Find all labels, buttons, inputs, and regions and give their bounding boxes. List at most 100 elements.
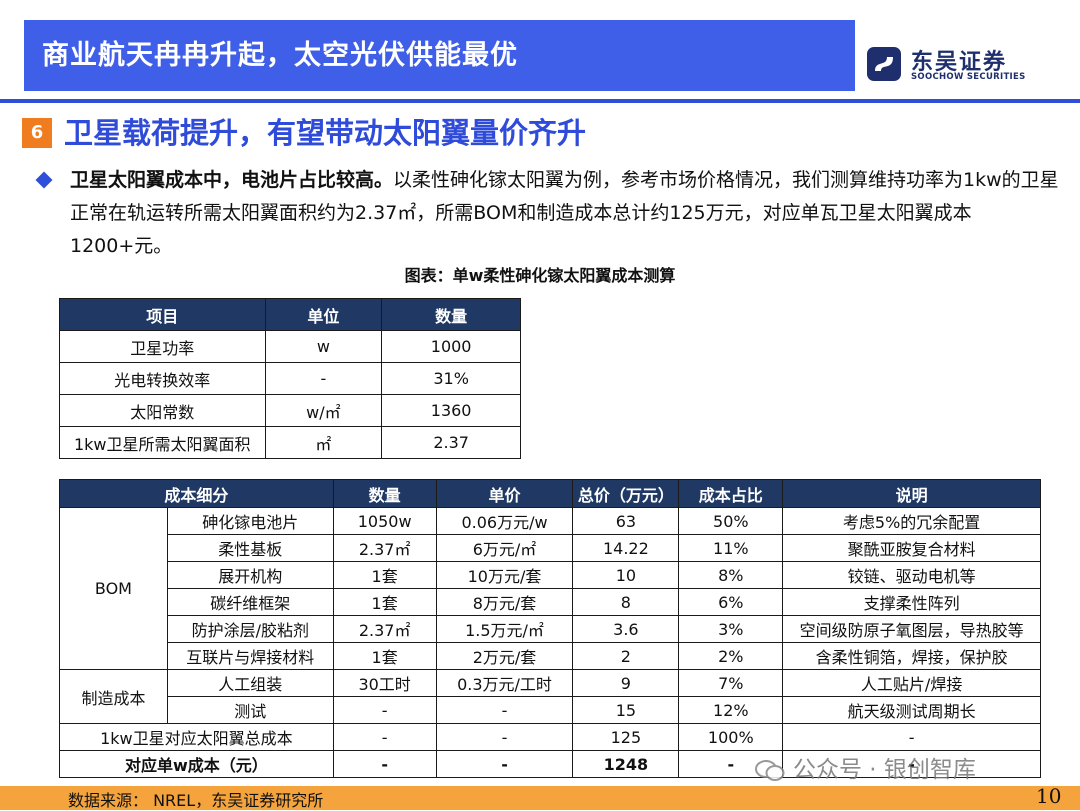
table-cell: 100%: [678, 723, 784, 751]
table-cell: 铰链、驱动电机等: [782, 561, 1041, 589]
page-number: 10: [1036, 784, 1062, 808]
logo-text-cn: 东吴证券: [911, 50, 1008, 75]
table-cell: 太阳常数: [59, 394, 266, 427]
table-cell: 光电转换效率: [59, 362, 266, 395]
table-cell: 2.37㎡: [332, 534, 437, 562]
header-cell: 数量: [381, 298, 521, 331]
header-cell: 单价: [435, 479, 574, 508]
page-title: 商业航天冉冉升起，太空光伏供能最优: [42, 40, 518, 71]
table-cell: 1kw卫星对应太阳翼总成本: [59, 723, 334, 751]
table-cell: 人工组装: [166, 669, 334, 697]
table-cell: 11%: [678, 534, 784, 562]
logo-text-en: SOOCHOW SECURITIES: [911, 72, 1026, 82]
header-cell: 说明: [782, 479, 1041, 508]
table-cell: 对应单w成本（元）: [59, 750, 334, 778]
table-cell: 砷化镓电池片: [166, 507, 334, 535]
table-cell: -: [782, 750, 1041, 778]
table-cell: 1.5万元/㎡: [435, 615, 574, 643]
table-cell: 2.37㎡: [332, 615, 437, 643]
header-cell: 数量: [332, 479, 437, 508]
footer-bar: [0, 786, 1080, 810]
table-cell: 测试: [166, 696, 334, 724]
table-cell: 31%: [381, 362, 521, 395]
table-cell: -: [264, 362, 383, 395]
unit-cost-row: 对应单w成本（元） - - 1248 - -: [59, 750, 1041, 778]
table-cell: 3%: [678, 615, 784, 643]
table-cell: 6%: [678, 588, 784, 616]
table-cell: 50%: [678, 507, 784, 535]
table-cell: 1248: [572, 750, 680, 778]
table-cell: 8: [572, 588, 680, 616]
table-row: 柔性基板 2.37㎡ 6万元/㎡ 14.22 11% 聚酰亚胺复合材料: [60, 534, 1041, 562]
table-row: 互联片与焊接材料 1套 2万元/套 2 2% 含柔性铜箔，焊接，保护胶: [60, 642, 1041, 670]
table-cell: 6万元/㎡: [435, 534, 574, 562]
table-header-row: 项目 单位 数量: [59, 298, 521, 331]
data-source: 数据来源： NREL，东吴证券研究所: [68, 791, 324, 810]
table-cell: 15: [572, 696, 680, 724]
table-cell: 0.06万元/w: [435, 507, 574, 535]
table-cell: 1kw卫星所需太阳翼面积: [59, 426, 266, 459]
header-cell: 项目: [59, 298, 266, 331]
table-row: 展开机构 1套 10万元/套 10 8% 铰链、驱动电机等: [60, 561, 1041, 589]
table-cell: 互联片与焊接材料: [166, 642, 334, 670]
table-row: 制造成本 人工组装 30工时 0.3万元/工时 9 7% 人工贴片/焊接: [59, 669, 1041, 724]
table-cell: 7%: [678, 669, 784, 697]
table-cell: 1050w: [332, 507, 437, 535]
table-cell: 3.6: [572, 615, 680, 643]
table-cell: -: [332, 696, 437, 724]
table-cell: 含柔性铜箔，焊接，保护胶: [782, 642, 1041, 670]
table-cell: 63: [572, 507, 680, 535]
table-cell: 125: [572, 723, 680, 751]
watermark: 公众号 · 银创智库: [755, 750, 1055, 784]
bullet-paragraph: 卫星太阳翼成本中，电池片占比较高。以柔性砷化镓太阳翼为例，参考市场价格情况，我们…: [70, 164, 1070, 263]
table-cell: 10万元/套: [435, 561, 574, 589]
watermark-text: 公众号 · 银创智库: [793, 757, 976, 783]
table-cell: 人工贴片/焊接: [782, 669, 1041, 697]
table-cell: -: [435, 723, 574, 751]
wechat-icon: [755, 759, 785, 781]
header-banner: 商业航天冉冉升起，太空光伏供能最优: [24, 20, 855, 91]
table-cell: 8万元/套: [435, 588, 574, 616]
table-cell: w/㎡: [264, 394, 383, 427]
table-cell: 聚酰亚胺复合材料: [782, 534, 1041, 562]
table-cell: 柔性基板: [166, 534, 334, 562]
table-cell: 展开机构: [166, 561, 334, 589]
header-cell: 单位: [264, 298, 383, 331]
header-cell: 总价（万元）: [572, 479, 680, 508]
table-cell: 1000: [381, 330, 521, 363]
table-cell: 14.22: [572, 534, 680, 562]
table-cell: 30工时: [332, 669, 437, 697]
cost-breakdown-table: 成本细分 数量 单价 总价（万元） 成本占比 说明 BOM 砷化镓电池片 105…: [59, 479, 1041, 778]
table-cell: 10: [572, 561, 680, 589]
table-cell: 防护涂层/胶粘剂: [166, 615, 334, 643]
table-cell: 8%: [678, 561, 784, 589]
section-number: 6: [22, 118, 52, 148]
table-cell: 2万元/套: [435, 642, 574, 670]
table-cell: ㎡: [264, 426, 383, 459]
header-cell: 成本细分: [59, 479, 334, 508]
table-row: 太阳常数 w/㎡ 1360: [59, 394, 521, 427]
company-logo: 东吴证券 SOOCHOW SECURITIES: [866, 44, 1056, 88]
bullet-bold-lead: 卫星太阳翼成本中，电池片占比较高。: [70, 169, 394, 191]
table-header-row: 成本细分 数量 单价 总价（万元） 成本占比 说明: [59, 479, 1041, 508]
table-row: 测试 - - 15 12% 航天级测试周期长: [60, 696, 1041, 724]
table-cell: 1套: [332, 588, 437, 616]
table-cell: 1360: [381, 394, 521, 427]
table-cell: 2%: [678, 642, 784, 670]
table-cell: 0.3万元/工时: [435, 669, 574, 697]
table-row: 碳纤维框架 1套 8万元/套 8 6% 支撑柔性阵列: [60, 588, 1041, 616]
table-cell: 卫星功率: [59, 330, 266, 363]
table-cell: 考虑5%的冗余配置: [782, 507, 1041, 535]
table-row: 1kw卫星所需太阳翼面积 ㎡ 2.37: [59, 426, 521, 459]
header-cell: 成本占比: [678, 479, 784, 508]
table-cell: 1套: [332, 561, 437, 589]
table-cell: -: [782, 723, 1041, 751]
soochow-logo-icon: [867, 47, 901, 81]
table-cell: w: [264, 330, 383, 363]
diamond-bullet-icon: [35, 171, 53, 189]
section-title: 卫星载荷提升，有望带动太阳翼量价齐升: [64, 116, 587, 150]
table-cell: 航天级测试周期长: [782, 696, 1041, 724]
table-cell: 1套: [332, 642, 437, 670]
table-cell: 12%: [678, 696, 784, 724]
group-label-manufacturing: 制造成本: [59, 669, 168, 724]
